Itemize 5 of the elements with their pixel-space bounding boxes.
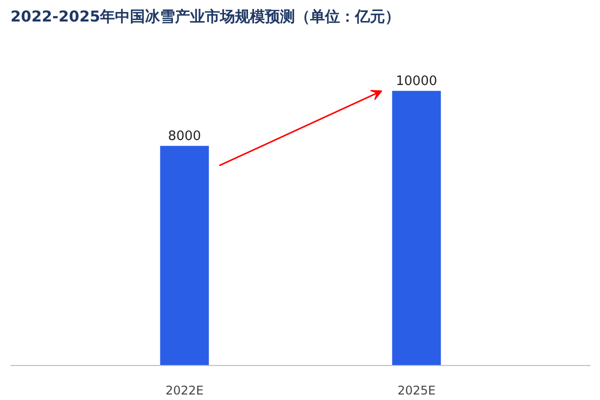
x-tick-label: 2025E [397,384,436,398]
chart-title: 2022-2025年中国冰雪产业市场规模预测（单位：亿元） [10,8,400,26]
data-label: 8000 [168,128,202,144]
data-label: 10000 [396,74,438,89]
x-tick-label: 2022E [165,384,204,398]
